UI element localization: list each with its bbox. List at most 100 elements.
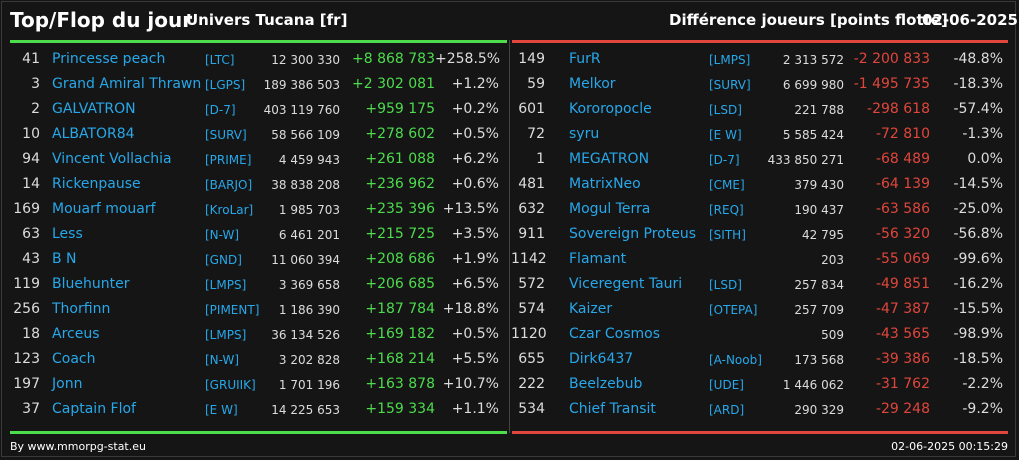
alliance-tag-link[interactable]: [E W] <box>709 128 742 142</box>
player-name-link[interactable]: Viceregent Tauri <box>569 276 683 292</box>
alliance-tag-link[interactable]: [LGPS] <box>205 78 246 92</box>
player-name-link[interactable]: Mouarf mouarf <box>52 201 156 217</box>
alliance-tag-link[interactable]: [GRUIIK] <box>205 378 256 392</box>
alliance-tag-link[interactable]: [LMPS] <box>205 328 247 342</box>
player-name-link[interactable]: Grand Amiral Thrawn <box>52 76 202 92</box>
top-gainer-row: 63 Less [N-W] 6 461 201 +215 725 +3.5% <box>0 222 509 247</box>
top-loser-row: 574 Kaizer [OTEPA] 257 709 -47 387 -15.5% <box>511 297 1008 322</box>
top-losers-table: 149 FurR [LMPS] 2 313 572 -2 200 833 -48.8% 59… <box>511 47 1008 422</box>
points-difference: +959 175 <box>365 101 435 117</box>
alliance-tag-link[interactable]: [KroLar] <box>205 203 254 217</box>
player-rank: 574 <box>518 301 545 317</box>
player-name-link[interactable]: Chief Transit <box>569 401 656 417</box>
player-name-link[interactable]: Coach <box>52 351 96 367</box>
alliance-tag-link[interactable]: [A-Noob] <box>709 353 762 367</box>
top-gainer-row: 41 Princesse peach [LTC] 12 300 330 +8 868 7… <box>0 47 509 72</box>
player-points: 403 119 760 <box>263 103 340 117</box>
top-loser-row: 1120 Czar Cosmos 509 -43 565 -98.9% <box>511 322 1008 347</box>
top-loser-row: 601 Kororopocle [LSD] 221 788 -298 618 -57.4% <box>511 97 1008 122</box>
alliance-tag-link[interactable]: [CME] <box>709 178 745 192</box>
alliance-tag-link[interactable]: [N-W] <box>205 353 240 367</box>
player-name-link[interactable]: Kaizer <box>569 301 613 317</box>
points-difference: +187 784 <box>365 301 435 317</box>
player-points: 257 709 <box>794 303 844 317</box>
flop-divider-top <box>512 40 1008 43</box>
player-name-link[interactable]: Kororopocle <box>569 101 652 117</box>
player-points: 6 461 201 <box>278 228 340 242</box>
alliance-tag-link[interactable]: [UDE] <box>709 378 744 392</box>
player-name-link[interactable]: B N <box>52 251 77 267</box>
alliance-tag-link[interactable]: [BARJO] <box>205 178 253 192</box>
player-name-link[interactable]: GALVATRON <box>52 101 136 117</box>
player-rank: 59 <box>527 76 545 92</box>
player-name-link[interactable]: Sovereign Proteus <box>569 226 696 242</box>
player-name-link[interactable]: Captain Flof <box>52 401 136 417</box>
player-name-link[interactable]: Flamant <box>569 251 627 267</box>
player-name-link[interactable]: Jonn <box>52 376 83 392</box>
alliance-tag-link[interactable]: [SURV] <box>205 128 247 142</box>
alliance-tag-link[interactable]: [SURV] <box>709 78 751 92</box>
player-points: 1 186 390 <box>278 303 340 317</box>
alliance-tag-link[interactable]: [D-7] <box>709 153 740 167</box>
player-points: 2 313 572 <box>782 53 844 67</box>
percent-change: +1.2% <box>451 76 499 92</box>
percent-change: -48.8% <box>953 51 1003 67</box>
player-name-link[interactable]: FurR <box>569 51 601 67</box>
player-rank: 119 <box>13 276 40 292</box>
alliance-tag-link[interactable]: [LMPS] <box>205 278 247 292</box>
player-rank: 149 <box>518 51 545 67</box>
player-name-link[interactable]: MEGATRON <box>569 151 650 167</box>
player-name-link[interactable]: Mogul Terra <box>569 201 651 217</box>
percent-change: -98.9% <box>953 326 1003 342</box>
player-rank: 632 <box>518 201 545 217</box>
alliance-tag-link[interactable]: [LMPS] <box>709 53 751 67</box>
top-gainer-row: 169 Mouarf mouarf [KroLar] 1 985 703 +235 39… <box>0 197 509 222</box>
alliance-tag-link[interactable]: [REQ] <box>709 203 744 217</box>
player-name-link[interactable]: Vincent Vollachia <box>52 151 172 167</box>
points-difference: -2 200 833 <box>853 51 930 67</box>
points-difference: +163 878 <box>365 376 435 392</box>
alliance-tag-link[interactable]: [PRIME] <box>205 153 252 167</box>
player-points: 58 566 109 <box>271 128 340 142</box>
percent-change: +0.5% <box>451 326 499 342</box>
player-points: 189 386 503 <box>263 78 340 92</box>
player-points: 290 329 <box>794 403 844 417</box>
player-name-link[interactable]: ALBATOR84 <box>52 126 135 142</box>
player-name-link[interactable]: Beelzebub <box>569 376 643 392</box>
top-gainer-row: 256 Thorfinn [PIMENT] 1 186 390 +187 784 +18.… <box>0 297 509 322</box>
player-name-link[interactable]: syru <box>569 126 600 142</box>
player-rank: 1120 <box>511 326 547 342</box>
player-points: 12 300 330 <box>271 53 340 67</box>
top-gainer-row: 10 ALBATOR84 [SURV] 58 566 109 +278 602 +0.5% <box>0 122 509 147</box>
player-name-link[interactable]: Thorfinn <box>52 301 111 317</box>
alliance-tag-link[interactable]: [LSD] <box>709 278 742 292</box>
alliance-tag-link[interactable]: [D-7] <box>205 103 236 117</box>
points-difference: +215 725 <box>365 226 435 242</box>
player-rank: 123 <box>13 351 40 367</box>
player-name-link[interactable]: Bluehunter <box>52 276 130 292</box>
player-name-link[interactable]: Melkor <box>569 76 616 92</box>
player-points: 3 202 828 <box>278 353 340 367</box>
player-name-link[interactable]: Arceus <box>52 326 100 342</box>
alliance-tag-link[interactable]: [PIMENT] <box>205 303 260 317</box>
page-title: Top/Flop du jour <box>10 8 193 32</box>
alliance-tag-link[interactable]: [E W] <box>205 403 238 417</box>
player-name-link[interactable]: MatrixNeo <box>569 176 641 192</box>
player-name-link[interactable]: Less <box>52 226 83 242</box>
player-name-link[interactable]: Czar Cosmos <box>569 326 661 342</box>
alliance-tag-link[interactable]: [N-W] <box>205 228 240 242</box>
player-name-link[interactable]: Rickenpause <box>52 176 141 192</box>
top-loser-row: 632 Mogul Terra [REQ] 190 437 -63 586 -25.0% <box>511 197 1008 222</box>
alliance-tag-link[interactable]: [LSD] <box>709 103 742 117</box>
player-rank: 169 <box>13 201 40 217</box>
alliance-tag-link[interactable]: [GND] <box>205 253 242 267</box>
alliance-tag-link[interactable]: [LTC] <box>205 53 235 67</box>
percent-change: +18.8% <box>442 301 499 317</box>
points-difference: -72 810 <box>875 126 930 142</box>
percent-change: -18.5% <box>953 351 1003 367</box>
alliance-tag-link[interactable]: [SITH] <box>709 228 746 242</box>
alliance-tag-link[interactable]: [OTEPA] <box>709 303 758 317</box>
alliance-tag-link[interactable]: [ARD] <box>709 403 745 417</box>
player-name-link[interactable]: Princesse peach <box>52 51 166 67</box>
player-name-link[interactable]: Dirk6437 <box>569 351 634 367</box>
